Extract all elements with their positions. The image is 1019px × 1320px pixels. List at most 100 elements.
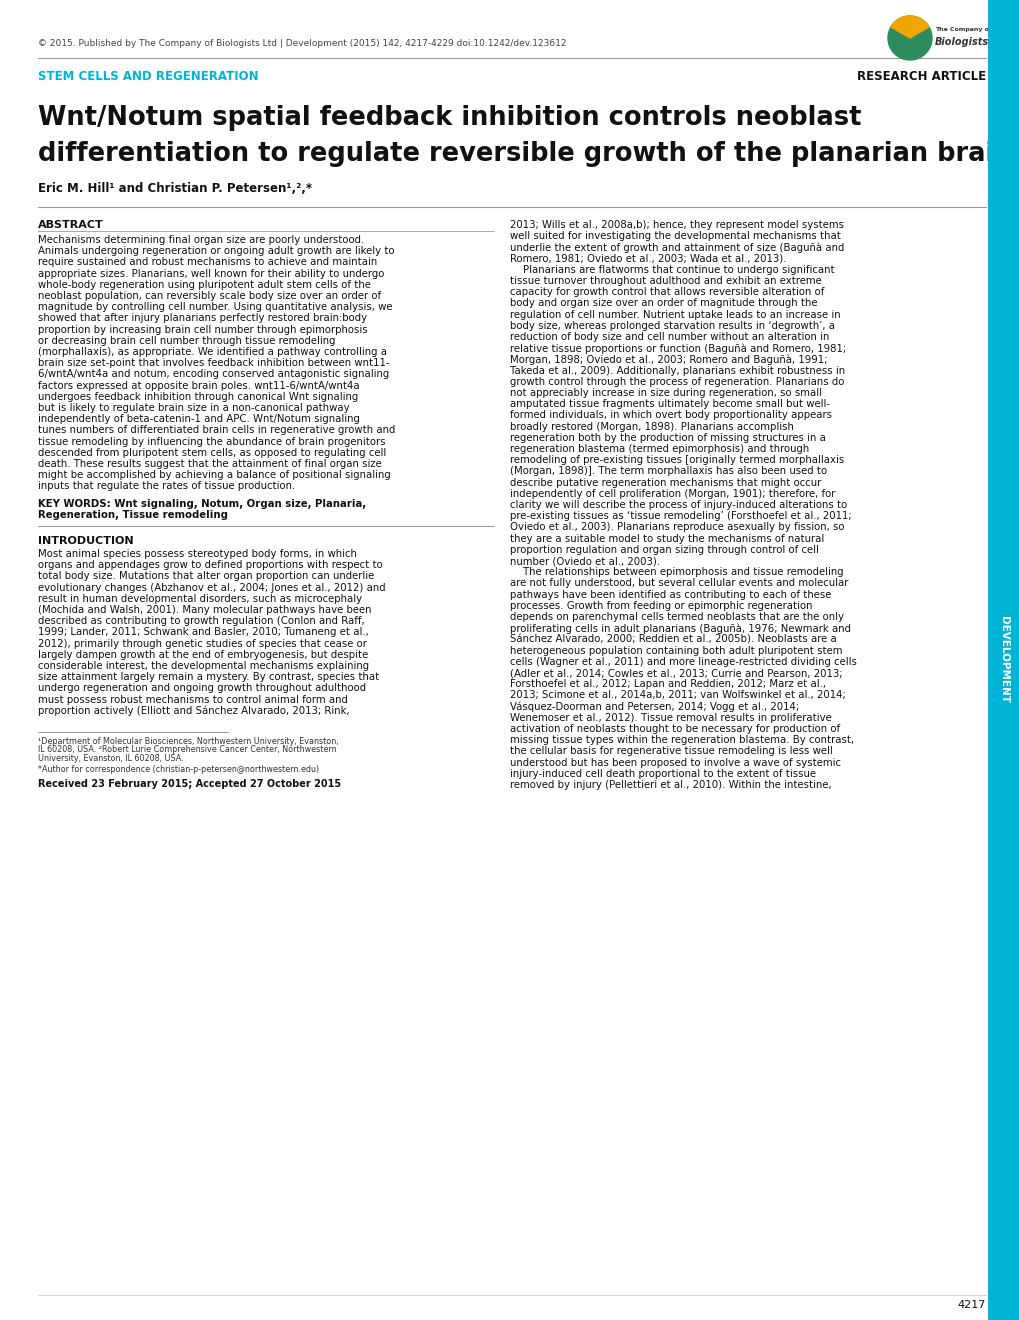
Text: underlie the extent of growth and attainment of size (Baguñà and: underlie the extent of growth and attain… <box>510 243 844 253</box>
Text: proportion actively (Elliott and Sánchez Alvarado, 2013; Rink,: proportion actively (Elliott and Sánchez… <box>38 706 350 717</box>
Text: cells (Wagner et al., 2011) and more lineage-restricted dividing cells: cells (Wagner et al., 2011) and more lin… <box>510 657 856 667</box>
Text: amputated tissue fragments ultimately become small but well-: amputated tissue fragments ultimately be… <box>510 399 829 409</box>
Text: reduction of body size and cell number without an alteration in: reduction of body size and cell number w… <box>510 333 828 342</box>
Text: The relationships between epimorphosis and tissue remodeling: The relationships between epimorphosis a… <box>510 568 843 577</box>
Circle shape <box>888 16 931 59</box>
Text: proliferating cells in adult planarians (Baguñà, 1976; Newmark and: proliferating cells in adult planarians … <box>510 623 850 634</box>
Text: RESEARCH ARTICLE: RESEARCH ARTICLE <box>856 70 985 82</box>
Text: depends on parenchymal cells termed neoblasts that are the only: depends on parenchymal cells termed neob… <box>510 612 843 622</box>
Text: clarity we will describe the process of injury-induced alterations to: clarity we will describe the process of … <box>510 500 847 510</box>
Text: processes. Growth from feeding or epimorphic regeneration: processes. Growth from feeding or epimor… <box>510 601 812 611</box>
Text: missing tissue types within the regeneration blastema. By contrast,: missing tissue types within the regenera… <box>510 735 853 746</box>
Text: body and organ size over an order of magnitude through the: body and organ size over an order of mag… <box>510 298 816 309</box>
Text: University, Evanston, IL 60208, USA.: University, Evanston, IL 60208, USA. <box>38 754 183 763</box>
Text: size attainment largely remain a mystery. By contrast, species that: size attainment largely remain a mystery… <box>38 672 379 682</box>
Text: tissue remodeling by influencing the abundance of brain progenitors: tissue remodeling by influencing the abu… <box>38 437 385 446</box>
Text: broadly restored (Morgan, 1898). Planarians accomplish: broadly restored (Morgan, 1898). Planari… <box>510 421 793 432</box>
Text: must possess robust mechanisms to control animal form and: must possess robust mechanisms to contro… <box>38 694 347 705</box>
Text: The Company of: The Company of <box>934 28 990 33</box>
Text: (Mochida and Walsh, 2001). Many molecular pathways have been: (Mochida and Walsh, 2001). Many molecula… <box>38 605 371 615</box>
Text: relative tissue proportions or function (Baguñà and Romero, 1981;: relative tissue proportions or function … <box>510 343 846 354</box>
Bar <box>987 0 1019 1320</box>
Text: Mechanisms determining final organ size are poorly understood.: Mechanisms determining final organ size … <box>38 235 364 246</box>
Text: regeneration both by the production of missing structures in a: regeneration both by the production of m… <box>510 433 825 442</box>
Text: inputs that regulate the rates of tissue production.: inputs that regulate the rates of tissue… <box>38 482 294 491</box>
Text: STEM CELLS AND REGENERATION: STEM CELLS AND REGENERATION <box>38 70 259 82</box>
Text: (morphallaxis), as appropriate. We identified a pathway controlling a: (morphallaxis), as appropriate. We ident… <box>38 347 386 356</box>
Text: Regeneration, Tissue remodeling: Regeneration, Tissue remodeling <box>38 510 228 520</box>
Text: independently of cell proliferation (Morgan, 1901); therefore, for: independently of cell proliferation (Mor… <box>510 488 835 499</box>
Text: brain size set-point that involves feedback inhibition between wnt11-: brain size set-point that involves feedb… <box>38 358 389 368</box>
Text: growth control through the process of regeneration. Planarians do: growth control through the process of re… <box>510 376 844 387</box>
Text: evolutionary changes (Abzhanov et al., 2004; Jones et al., 2012) and: evolutionary changes (Abzhanov et al., 2… <box>38 582 385 593</box>
Text: body size, whereas prolonged starvation results in ‘degrowth’, a: body size, whereas prolonged starvation … <box>510 321 835 331</box>
Text: Wenemoser et al., 2012). Tissue removal results in proliferative: Wenemoser et al., 2012). Tissue removal … <box>510 713 830 723</box>
Text: removed by injury (Pellettieri et al., 2010). Within the intestine,: removed by injury (Pellettieri et al., 2… <box>510 780 830 789</box>
Text: 2013; Wills et al., 2008a,b); hence, they represent model systems: 2013; Wills et al., 2008a,b); hence, the… <box>510 220 843 230</box>
Text: 2012), primarily through genetic studies of species that cease or: 2012), primarily through genetic studies… <box>38 639 367 648</box>
Text: Oviedo et al., 2003). Planarians reproduce asexually by fission, so: Oviedo et al., 2003). Planarians reprodu… <box>510 523 844 532</box>
Text: might be accomplished by achieving a balance of positional signaling: might be accomplished by achieving a bal… <box>38 470 390 480</box>
Text: © 2015. Published by The Company of Biologists Ltd | Development (2015) 142, 421: © 2015. Published by The Company of Biol… <box>38 40 566 49</box>
Text: factors expressed at opposite brain poles. wnt11-6/wntA/wnt4a: factors expressed at opposite brain pole… <box>38 380 360 391</box>
Text: result in human developmental disorders, such as microcephaly: result in human developmental disorders,… <box>38 594 362 603</box>
Text: 4217: 4217 <box>957 1300 985 1309</box>
Text: formed individuals, in which overt body proportionality appears: formed individuals, in which overt body … <box>510 411 832 420</box>
Text: Wnt/Notum spatial feedback inhibition controls neoblast: Wnt/Notum spatial feedback inhibition co… <box>38 106 861 131</box>
Text: largely dampen growth at the end of embryogenesis, but despite: largely dampen growth at the end of embr… <box>38 649 368 660</box>
Text: Romero, 1981; Oviedo et al., 2003; Wada et al., 2013).: Romero, 1981; Oviedo et al., 2003; Wada … <box>510 253 786 264</box>
Text: ABSTRACT: ABSTRACT <box>38 220 104 230</box>
Text: DEVELOPMENT: DEVELOPMENT <box>998 616 1008 704</box>
Text: are not fully understood, but several cellular events and molecular: are not fully understood, but several ce… <box>510 578 848 589</box>
Text: proportion by increasing brain cell number through epimorphosis: proportion by increasing brain cell numb… <box>38 325 367 334</box>
Text: showed that after injury planarians perfectly restored brain:body: showed that after injury planarians perf… <box>38 313 367 323</box>
Text: not appreciably increase in size during regeneration, so small: not appreciably increase in size during … <box>510 388 821 399</box>
Text: independently of beta-catenin-1 and APC. Wnt/Notum signaling: independently of beta-catenin-1 and APC.… <box>38 414 360 424</box>
Text: KEY WORDS: Wnt signaling, Notum, Organ size, Planaria,: KEY WORDS: Wnt signaling, Notum, Organ s… <box>38 499 366 508</box>
Text: well suited for investigating the developmental mechanisms that: well suited for investigating the develo… <box>510 231 840 242</box>
Text: considerable interest, the developmental mechanisms explaining: considerable interest, the developmental… <box>38 661 369 671</box>
Text: INTRODUCTION: INTRODUCTION <box>38 536 133 546</box>
Text: pre-existing tissues as ‘tissue remodeling’ (Forsthoefel et al., 2011;: pre-existing tissues as ‘tissue remodeli… <box>510 511 851 521</box>
Text: undergoes feedback inhibition through canonical Wnt signaling: undergoes feedback inhibition through ca… <box>38 392 358 401</box>
Text: Most animal species possess stereotyped body forms, in which: Most animal species possess stereotyped … <box>38 549 357 558</box>
Text: understood but has been proposed to involve a wave of systemic: understood but has been proposed to invo… <box>510 758 841 768</box>
Text: Biologists: Biologists <box>934 37 988 48</box>
Text: death. These results suggest that the attainment of final organ size: death. These results suggest that the at… <box>38 459 381 469</box>
Text: require sustained and robust mechanisms to achieve and maintain: require sustained and robust mechanisms … <box>38 257 377 268</box>
Text: (Adler et al., 2014; Cowles et al., 2013; Currie and Pearson, 2013;: (Adler et al., 2014; Cowles et al., 2013… <box>510 668 842 678</box>
Text: total body size. Mutations that alter organ proportion can underlie: total body size. Mutations that alter or… <box>38 572 374 581</box>
Text: pathways have been identified as contributing to each of these: pathways have been identified as contrib… <box>510 590 830 599</box>
Text: tunes numbers of differentiated brain cells in regenerative growth and: tunes numbers of differentiated brain ce… <box>38 425 395 436</box>
Wedge shape <box>890 16 928 38</box>
Text: regeneration blastema (termed epimorphosis) and through: regeneration blastema (termed epimorphos… <box>510 444 808 454</box>
Text: activation of neoblasts thought to be necessary for production of: activation of neoblasts thought to be ne… <box>510 723 840 734</box>
Text: tissue turnover throughout adulthood and exhibit an extreme: tissue turnover throughout adulthood and… <box>510 276 821 286</box>
Text: Sánchez Alvarado, 2000; Reddien et al., 2005b). Neoblasts are a: Sánchez Alvarado, 2000; Reddien et al., … <box>510 635 836 644</box>
Text: number (Oviedo et al., 2003).: number (Oviedo et al., 2003). <box>510 556 659 566</box>
Text: injury-induced cell death proportional to the extent of tissue: injury-induced cell death proportional t… <box>510 768 815 779</box>
Text: Animals undergoing regeneration or ongoing adult growth are likely to: Animals undergoing regeneration or ongoi… <box>38 247 394 256</box>
Text: Planarians are flatworms that continue to undergo significant: Planarians are flatworms that continue t… <box>510 265 834 275</box>
Text: but is likely to regulate brain size in a non-canonical pathway: but is likely to regulate brain size in … <box>38 403 350 413</box>
Text: IL 60208, USA. ²Robert Lurie Comprehensive Cancer Center, Northwestern: IL 60208, USA. ²Robert Lurie Comprehensi… <box>38 746 336 755</box>
Text: Takeda et al., 2009). Additionally, planarians exhibit robustness in: Takeda et al., 2009). Additionally, plan… <box>510 366 845 376</box>
Text: proportion regulation and organ sizing through control of cell: proportion regulation and organ sizing t… <box>510 545 818 554</box>
Text: describe putative regeneration mechanisms that might occur: describe putative regeneration mechanism… <box>510 478 820 487</box>
Text: remodeling of pre-existing tissues [originally termed morphallaxis: remodeling of pre-existing tissues [orig… <box>510 455 844 465</box>
Text: whole-body regeneration using pluripotent adult stem cells of the: whole-body regeneration using pluripoten… <box>38 280 371 290</box>
Text: regulation of cell number. Nutrient uptake leads to an increase in: regulation of cell number. Nutrient upta… <box>510 310 840 319</box>
Text: neoblast population, can reversibly scale body size over an order of: neoblast population, can reversibly scal… <box>38 290 381 301</box>
Text: described as contributing to growth regulation (Conlon and Raff,: described as contributing to growth regu… <box>38 616 364 626</box>
Text: (Morgan, 1898)]. The term morphallaxis has also been used to: (Morgan, 1898)]. The term morphallaxis h… <box>510 466 826 477</box>
Text: Morgan, 1898; Oviedo et al., 2003; Romero and Baguñà, 1991;: Morgan, 1898; Oviedo et al., 2003; Romer… <box>510 354 826 364</box>
Text: 1999; Lander, 2011; Schwank and Basler, 2010; Tumaneng et al.,: 1999; Lander, 2011; Schwank and Basler, … <box>38 627 369 638</box>
Text: undergo regeneration and ongoing growth throughout adulthood: undergo regeneration and ongoing growth … <box>38 684 366 693</box>
Text: Vásquez-Doorman and Petersen, 2014; Vogg et al., 2014;: Vásquez-Doorman and Petersen, 2014; Vogg… <box>510 702 798 711</box>
Text: *Author for correspondence (christian-p-petersen@northwestern.edu): *Author for correspondence (christian-p-… <box>38 764 319 774</box>
Text: Eric M. Hill¹ and Christian P. Petersen¹,²,*: Eric M. Hill¹ and Christian P. Petersen¹… <box>38 181 312 194</box>
Text: they are a suitable model to study the mechanisms of natural: they are a suitable model to study the m… <box>510 533 823 544</box>
Text: Received 23 February 2015; Accepted 27 October 2015: Received 23 February 2015; Accepted 27 O… <box>38 779 340 789</box>
Text: ¹Department of Molecular Biosciences, Northwestern University, Evanston,: ¹Department of Molecular Biosciences, No… <box>38 737 338 746</box>
Text: descended from pluripotent stem cells, as opposed to regulating cell: descended from pluripotent stem cells, a… <box>38 447 386 458</box>
